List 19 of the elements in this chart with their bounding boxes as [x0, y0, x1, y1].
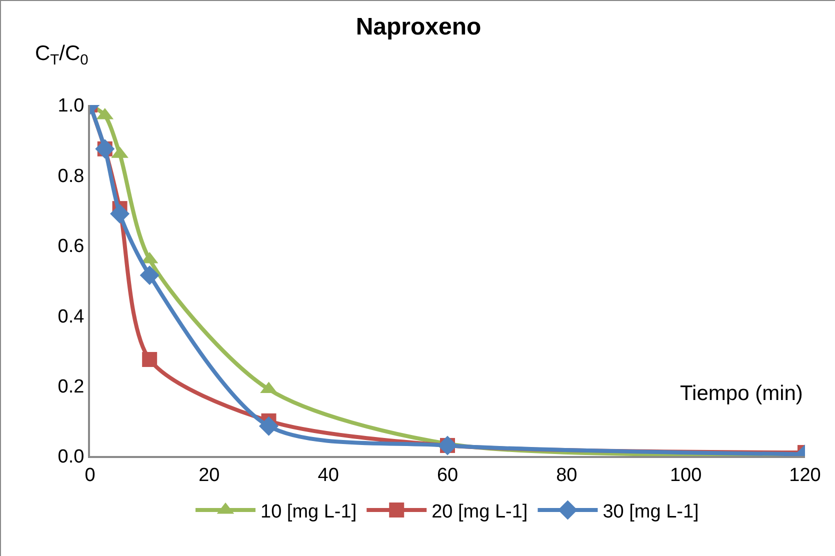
x-tick-label: 100 [670, 464, 702, 486]
x-tick-label: 80 [556, 464, 578, 486]
x-tick-label: 0 [84, 464, 96, 486]
y-tick-label: 1.0 [58, 96, 84, 117]
y-axis-title: C$_{T}$/C$_{0}$ [35, 42, 88, 68]
y-tick-label: 0.2 [58, 376, 84, 398]
x-tick-label: 40 [318, 464, 339, 486]
legend-label: 20 [mg L-1] [432, 501, 528, 522]
chart-title: Naproxeno [356, 13, 482, 40]
x-tick-label: 120 [789, 464, 821, 486]
x-tick-label: 20 [198, 464, 220, 486]
y-tick-label: 0.4 [58, 306, 85, 328]
y-tick-label: 0.0 [58, 446, 84, 468]
legend-label: 30 [mg L-1] [602, 501, 699, 522]
legend-label: 10 [mg L-1] [260, 501, 357, 522]
x-tick-label: 60 [436, 464, 458, 486]
x-axis-title: Tiempo (min) [680, 382, 803, 405]
y-tick-label: 0.6 [58, 236, 84, 258]
y-tick-label: 0.8 [58, 166, 84, 187]
